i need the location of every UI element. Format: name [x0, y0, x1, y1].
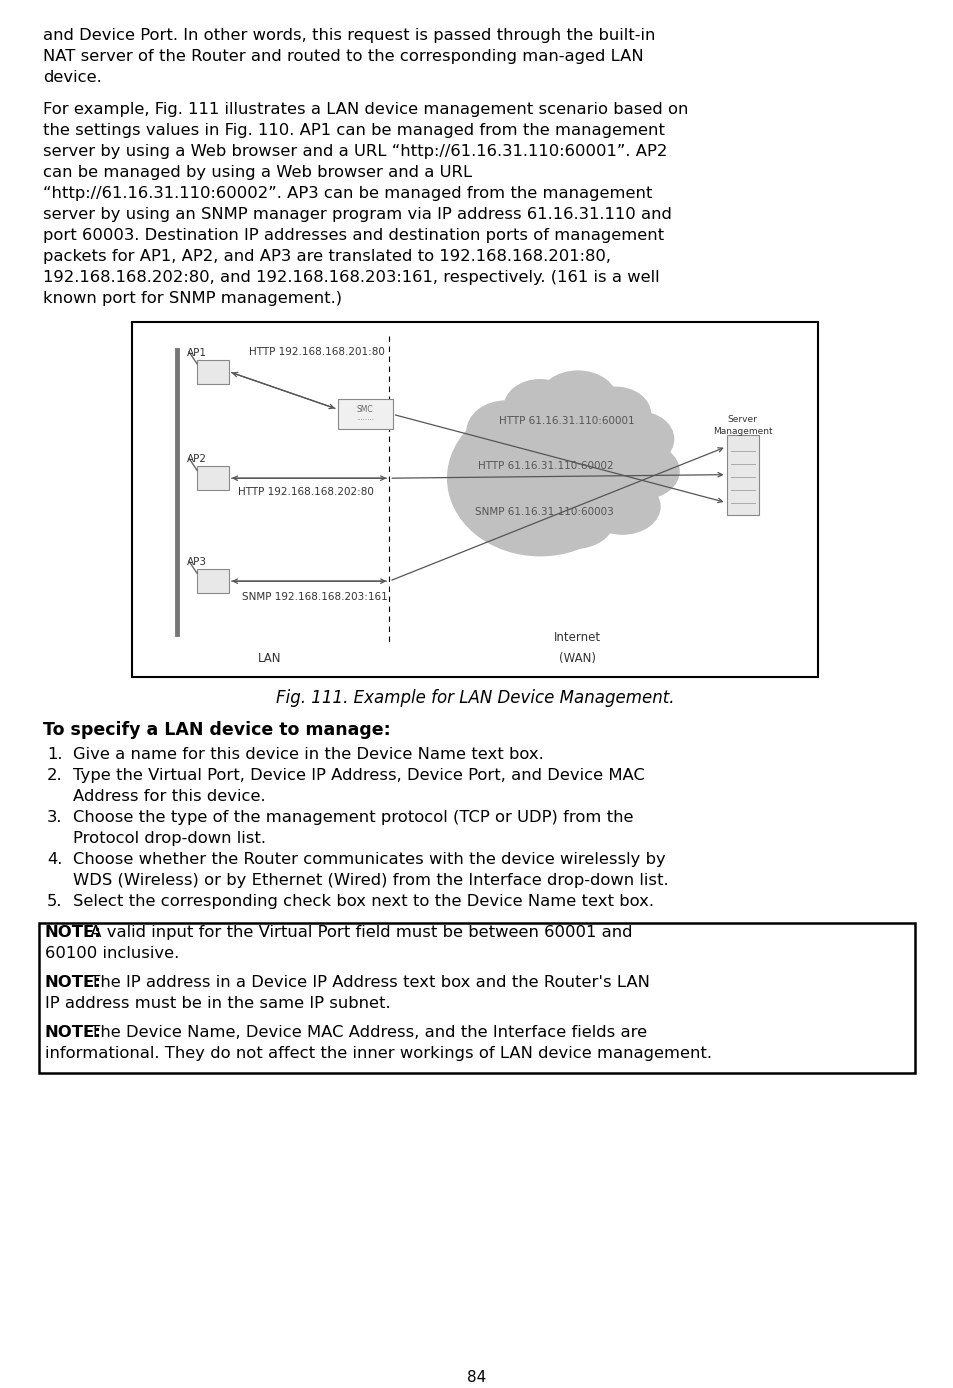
Text: the settings values in Fig. 110. AP1 can be managed from the management: the settings values in Fig. 110. AP1 can…	[43, 124, 664, 137]
Text: Give a name for this device in the Device Name text box.: Give a name for this device in the Devic…	[73, 747, 543, 762]
Text: device.: device.	[43, 69, 102, 85]
Text: Management: Management	[712, 426, 772, 436]
Text: 5.: 5.	[47, 894, 63, 909]
Text: 2.: 2.	[47, 768, 63, 783]
Text: AP2: AP2	[187, 454, 207, 464]
Text: Type the Virtual Port, Device IP Address, Device Port, and Device MAC: Type the Virtual Port, Device IP Address…	[73, 768, 644, 783]
Text: LAN: LAN	[257, 652, 280, 665]
Bar	[132, 322, 817, 677]
Text: Choose whether the Router communicates with the device wirelessly by: Choose whether the Router communicates w…	[73, 852, 665, 868]
Bar	[196, 359, 229, 383]
Ellipse shape	[457, 446, 526, 497]
Bar	[196, 569, 229, 593]
Text: port 60003. Destination IP addresses and destination ports of management: port 60003. Destination IP addresses and…	[43, 228, 663, 243]
Text: 3.: 3.	[47, 811, 63, 824]
Ellipse shape	[580, 387, 650, 441]
Text: NAT server of the Router and routed to the corresponding man-aged LAN: NAT server of the Router and routed to t…	[43, 49, 643, 64]
Text: NOTE:: NOTE:	[45, 974, 102, 990]
Text: 4.: 4.	[47, 852, 62, 868]
Text: Select the corresponding check box next to the Device Name text box.: Select the corresponding check box next …	[73, 894, 654, 909]
Text: AP3: AP3	[187, 557, 207, 568]
Text: Internet: Internet	[554, 632, 600, 644]
Text: Address for this device.: Address for this device.	[73, 788, 265, 804]
Text: “http://61.16.31.110:60002”. AP3 can be managed from the management: “http://61.16.31.110:60002”. AP3 can be …	[43, 186, 652, 201]
Text: AP1: AP1	[187, 348, 207, 358]
Text: The Device Name, Device MAC Address, and the Interface fields are: The Device Name, Device MAC Address, and…	[85, 1024, 646, 1040]
Bar	[39, 923, 914, 1073]
Text: HTTP 61.16.31.110:60002: HTTP 61.16.31.110:60002	[477, 461, 614, 471]
Text: NOTE:: NOTE:	[45, 924, 102, 940]
Text: can be managed by using a Web browser and a URL: can be managed by using a Web browser an…	[43, 165, 472, 180]
Text: SMC: SMC	[356, 405, 374, 414]
Ellipse shape	[503, 380, 576, 434]
Text: Server: Server	[727, 415, 757, 423]
Text: Choose the type of the management protocol (TCP or UDP) from the: Choose the type of the management protoc…	[73, 811, 633, 824]
Text: IP address must be in the same IP subnet.: IP address must be in the same IP subnet…	[45, 997, 390, 1010]
Ellipse shape	[538, 371, 617, 429]
Text: A valid input for the Virtual Port field must be between 60001 and: A valid input for the Virtual Port field…	[85, 924, 632, 940]
Text: 192.168.168.202:80, and 192.168.168.203:161, respectively. (161 is a well: 192.168.168.202:80, and 192.168.168.203:…	[43, 271, 659, 285]
Ellipse shape	[605, 412, 673, 466]
Text: The IP address in a Device IP Address text box and the Router's LAN: The IP address in a Device IP Address te…	[85, 974, 649, 990]
Text: packets for AP1, AP2, and AP3 are translated to 192.168.168.201:80,: packets for AP1, AP2, and AP3 are transl…	[43, 248, 610, 264]
Text: WDS (Wireless) or by Ethernet (Wired) from the Interface drop-down list.: WDS (Wireless) or by Ethernet (Wired) fr…	[73, 873, 668, 888]
Text: 84: 84	[467, 1370, 486, 1385]
Text: server by using an SNMP manager program via IP address 61.16.31.110 and: server by using an SNMP manager program …	[43, 207, 671, 222]
Text: To specify a LAN device to manage:: To specify a LAN device to manage:	[43, 720, 391, 738]
Bar	[337, 400, 393, 429]
Text: For example, Fig. 111 illustrates a LAN device management scenario based on: For example, Fig. 111 illustrates a LAN …	[43, 101, 688, 117]
Text: Fig. 111. Example for LAN Device Management.: Fig. 111. Example for LAN Device Managem…	[275, 688, 674, 706]
Text: ........: ........	[355, 415, 374, 422]
Text: known port for SNMP management.): known port for SNMP management.)	[43, 291, 342, 305]
Text: NOTE:: NOTE:	[45, 1024, 102, 1040]
Text: 60100 inclusive.: 60100 inclusive.	[45, 947, 179, 960]
Text: Protocol drop-down list.: Protocol drop-down list.	[73, 831, 266, 847]
Text: SNMP 61.16.31.110:60003: SNMP 61.16.31.110:60003	[475, 507, 613, 516]
Ellipse shape	[584, 479, 659, 534]
Text: HTTP 192.168.168.202:80: HTTP 192.168.168.202:80	[238, 487, 374, 497]
Text: HTTP 192.168.168.201:80: HTTP 192.168.168.201:80	[249, 347, 384, 357]
Text: informational. They do not affect the inner workings of LAN device management.: informational. They do not affect the in…	[45, 1047, 711, 1060]
Ellipse shape	[535, 493, 613, 548]
Text: 1.: 1.	[47, 747, 63, 762]
Ellipse shape	[447, 401, 632, 555]
Bar	[196, 466, 229, 490]
Text: and Device Port. In other words, this request is passed through the built-in: and Device Port. In other words, this re…	[43, 28, 655, 43]
Text: SNMP 192.168.168.203:161: SNMP 192.168.168.203:161	[241, 593, 387, 602]
Ellipse shape	[466, 401, 544, 464]
Bar	[726, 434, 758, 515]
Text: server by using a Web browser and a URL “http://61.16.31.110:60001”. AP2: server by using a Web browser and a URL …	[43, 144, 667, 160]
Ellipse shape	[476, 480, 548, 533]
Text: (WAN): (WAN)	[558, 652, 596, 665]
Text: HTTP 61.16.31.110:60001: HTTP 61.16.31.110:60001	[498, 416, 634, 426]
Ellipse shape	[606, 444, 679, 498]
